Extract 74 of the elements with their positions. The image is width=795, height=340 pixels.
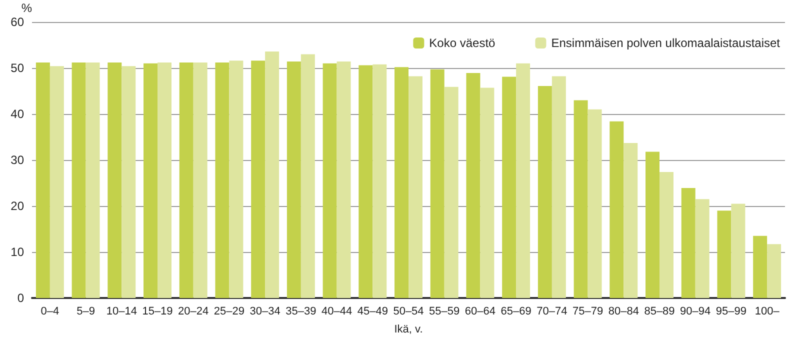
bar: [480, 88, 494, 298]
bar: [358, 65, 373, 298]
bar: [36, 62, 50, 298]
bar: [265, 51, 280, 298]
bar: [753, 236, 768, 298]
y-axis-title: %: [21, 1, 32, 15]
bar: [538, 86, 552, 298]
bar: [717, 210, 732, 298]
x-tick-label: 75–79: [572, 306, 604, 318]
bar: [179, 62, 194, 298]
bar: [660, 172, 674, 298]
bar: [336, 62, 351, 298]
x-tick-label: 10–14: [106, 306, 137, 318]
bar: [731, 204, 746, 298]
bar: [122, 66, 136, 298]
x-tick-label: 70–74: [536, 306, 568, 318]
legend-label: Koko väestö: [429, 36, 496, 50]
bar: [215, 62, 230, 298]
bar: [158, 62, 172, 298]
bar: [144, 63, 158, 298]
x-tick-label: 90–94: [680, 306, 711, 318]
x-tick-label: 35–39: [286, 306, 316, 318]
x-tick-label: 95–99: [716, 306, 747, 318]
bar: [430, 69, 444, 298]
y-tick-label: 10: [10, 245, 24, 259]
x-tick-label: 0–4: [40, 306, 60, 318]
x-tick-label: 15–19: [142, 306, 173, 318]
bar: [444, 86, 458, 298]
bar: [193, 62, 208, 298]
bar: [394, 67, 408, 298]
bar: [767, 244, 782, 298]
bar: [695, 199, 710, 298]
x-tick-label: 65–69: [500, 306, 532, 318]
bar: [574, 100, 588, 298]
bar: [610, 121, 624, 298]
bar: [552, 76, 566, 298]
x-tick-label: 30–34: [250, 306, 280, 318]
bar: [372, 64, 387, 298]
bar: [50, 66, 64, 298]
bar: [86, 62, 100, 298]
x-tick-label: 50–54: [393, 306, 424, 318]
x-axis-title: Ikä, v.: [394, 324, 423, 336]
y-tick-label: 0: [17, 291, 24, 305]
y-tick-label: 40: [10, 107, 24, 121]
x-tick-label: 80–84: [608, 306, 639, 318]
x-tick-label: 85–89: [644, 306, 675, 318]
bar: [588, 109, 602, 298]
x-tick-label: 40–44: [321, 306, 352, 318]
bar: [108, 62, 122, 298]
bar: [251, 60, 266, 298]
bar: [322, 63, 337, 298]
y-tick-label: 20: [10, 199, 24, 213]
bar: [502, 76, 516, 298]
x-tick-label: 45–49: [357, 306, 388, 318]
bar: [646, 152, 660, 298]
y-tick-label: 60: [10, 15, 24, 29]
bar: [408, 76, 422, 298]
x-tick-label: 5–9: [76, 306, 95, 318]
bar: [681, 188, 696, 298]
bar: [516, 63, 530, 298]
y-tick-label: 50: [10, 61, 24, 75]
bar: [286, 62, 301, 298]
bar: [466, 73, 480, 298]
x-tick-label: 60–64: [464, 306, 496, 318]
bar: [229, 60, 244, 298]
x-tick-label: 20–24: [178, 306, 209, 318]
bar: [624, 142, 638, 298]
x-tick-label: 100–: [754, 306, 780, 318]
legend-label: Ensimmäisen polven ulkomaalaistaustaiset: [551, 36, 781, 50]
y-tick-label: 30: [10, 153, 24, 167]
x-tick-label: 55–59: [429, 306, 460, 318]
x-tick-label: 25–29: [214, 306, 245, 318]
bar: [72, 62, 86, 298]
bar: [300, 54, 315, 298]
